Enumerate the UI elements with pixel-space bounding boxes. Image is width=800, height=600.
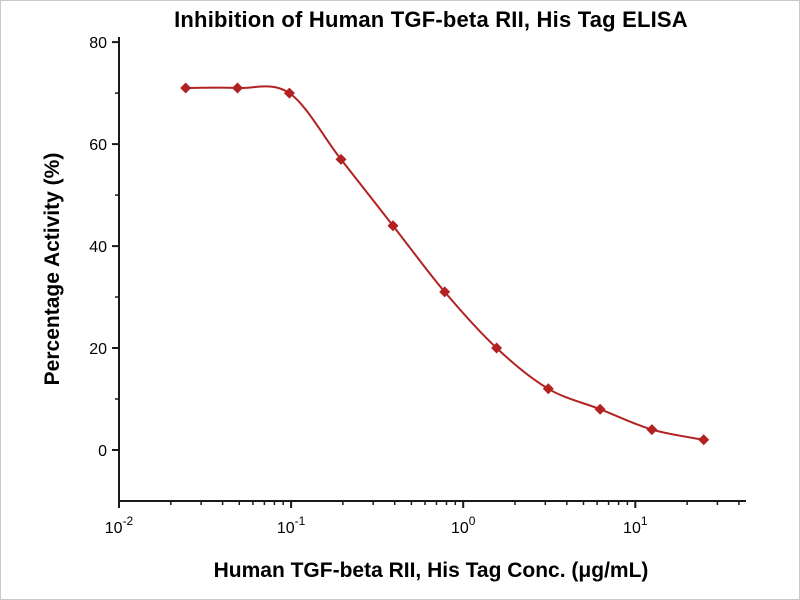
data-point-marker bbox=[542, 383, 554, 395]
tick-labels: 0 20 40 60 80 10-2 10-1 100 101 bbox=[89, 35, 648, 537]
data-point-marker bbox=[646, 424, 658, 436]
data-point-marker bbox=[283, 87, 295, 99]
data-point-marker bbox=[232, 82, 243, 94]
y-tick-label: 40 bbox=[89, 239, 107, 256]
y-tick-label: 0 bbox=[98, 443, 107, 460]
data-point-marker bbox=[698, 434, 710, 446]
y-tick-label: 80 bbox=[89, 35, 107, 52]
y-tick-label: 60 bbox=[89, 137, 107, 154]
x-tick-label: 101 bbox=[623, 514, 648, 537]
x-tick-label: 10-2 bbox=[105, 514, 134, 537]
x-tick-label: 10-1 bbox=[277, 514, 306, 537]
data-curve bbox=[184, 85, 705, 441]
y-tick-label: 20 bbox=[89, 341, 107, 358]
data-point-marker bbox=[387, 220, 399, 232]
chart-title: Inhibition of Human TGF-beta RII, His Ta… bbox=[174, 7, 688, 32]
x-tick-label: 100 bbox=[451, 514, 476, 537]
data-point-marker bbox=[439, 286, 451, 298]
data-point-marker bbox=[491, 342, 503, 354]
x-axis-label: Human TGF-beta RII, His Tag Conc. (μg/mL… bbox=[213, 559, 649, 582]
tick-marks bbox=[112, 41, 740, 508]
data-point-marker bbox=[335, 153, 347, 165]
data-point-marker bbox=[594, 403, 606, 415]
data-points bbox=[180, 82, 710, 446]
data-point-marker bbox=[180, 82, 192, 94]
